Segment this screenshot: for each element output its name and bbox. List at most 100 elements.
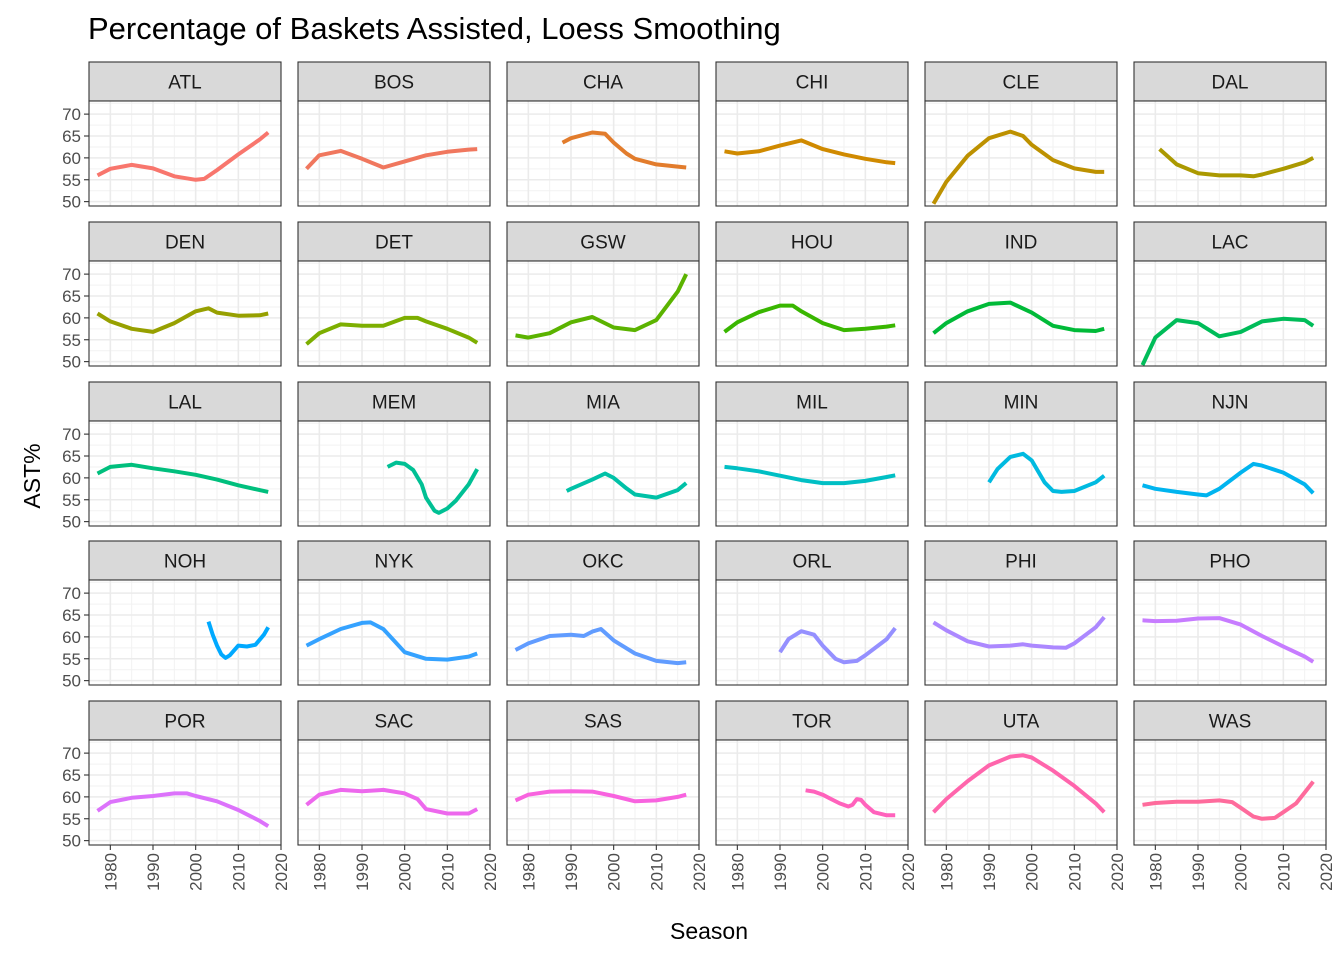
facet-panel-sac: SAC 1980 1990 2000 2010 2020 bbox=[297, 700, 500, 891]
facet-strip bbox=[715, 221, 909, 262]
facet-strip bbox=[297, 700, 491, 741]
series-line-pho bbox=[1142, 616, 1315, 664]
series-line-den bbox=[96, 306, 269, 334]
facet-strip-label: TOR bbox=[792, 712, 832, 733]
x-tick-label: 1990 bbox=[562, 853, 581, 891]
facet-strip-label: SAC bbox=[374, 712, 413, 733]
x-tick-label: 2010 bbox=[856, 853, 875, 891]
x-tick-label: 2010 bbox=[1274, 853, 1293, 891]
panel-border bbox=[715, 260, 909, 367]
facet-panel-den: DEN 50 55 60 65 70 bbox=[62, 221, 282, 372]
panel-background bbox=[298, 421, 490, 526]
facet-strip-label: BOS bbox=[374, 73, 414, 94]
panel-border bbox=[88, 739, 282, 846]
x-tick-label: 2010 bbox=[438, 853, 457, 891]
y-tick-label: 65 bbox=[62, 287, 81, 306]
facet-strip-label: LAC bbox=[1212, 233, 1249, 254]
facet-strip bbox=[506, 381, 700, 422]
panel-background bbox=[925, 261, 1117, 366]
facet-panel-njn: NJN bbox=[1133, 381, 1327, 527]
y-tick-label: 50 bbox=[62, 672, 81, 691]
facet-panel-noh: NOH 50 55 60 65 70 bbox=[62, 540, 282, 691]
y-tick-label: 55 bbox=[62, 810, 81, 829]
y-tick-label: 55 bbox=[62, 171, 81, 190]
facet-strip-label: SAS bbox=[584, 712, 622, 733]
panel-border bbox=[715, 420, 909, 527]
facet-strip bbox=[1133, 381, 1327, 422]
series-line-lal bbox=[96, 462, 269, 494]
y-tick-label: 65 bbox=[62, 127, 81, 146]
panel-border bbox=[88, 260, 282, 367]
panel-background bbox=[507, 261, 699, 366]
facet-strip bbox=[1133, 540, 1327, 581]
series-line-orl bbox=[778, 626, 897, 665]
panel-border bbox=[1133, 579, 1327, 686]
facet-strip bbox=[715, 61, 909, 102]
x-axis-title: Season bbox=[670, 918, 748, 944]
facet-strip-label: PHI bbox=[1005, 552, 1037, 573]
panel-background bbox=[716, 421, 908, 526]
facet-strip bbox=[924, 700, 1118, 741]
y-tick-label: 65 bbox=[62, 606, 81, 625]
facet-panel-phi: PHI bbox=[924, 540, 1118, 686]
x-tick-label: 2020 bbox=[481, 853, 500, 891]
series-line-mia bbox=[565, 471, 688, 500]
facet-strip bbox=[506, 61, 700, 102]
x-tick-label: 1980 bbox=[728, 853, 747, 891]
facet-strip-label: UTA bbox=[1003, 712, 1040, 733]
x-tick-label: 2020 bbox=[1317, 853, 1336, 891]
panel-background bbox=[925, 421, 1117, 526]
y-tick-label: 55 bbox=[62, 491, 81, 510]
panel-border bbox=[506, 260, 700, 367]
chart-title: Percentage of Baskets Assisted, Loess Sm… bbox=[88, 11, 781, 46]
panel-border bbox=[297, 100, 491, 207]
facet-panel-pho: PHO bbox=[1133, 540, 1327, 686]
series-line-bos bbox=[305, 147, 478, 171]
series-line-was bbox=[1142, 780, 1315, 821]
facet-panel-gsw: GSW bbox=[506, 221, 700, 367]
panel-border bbox=[1133, 739, 1327, 846]
facet-panel-mil: MIL bbox=[715, 381, 909, 527]
x-tick-label: 1990 bbox=[353, 853, 372, 891]
facet-strip bbox=[715, 381, 909, 422]
facet-strip-label: PHO bbox=[1209, 552, 1250, 573]
facet-panel-det: DET bbox=[297, 221, 491, 367]
panel-border bbox=[924, 579, 1118, 686]
panel-border bbox=[1133, 420, 1327, 527]
x-tick-label: 2010 bbox=[647, 853, 666, 891]
facet-panel-okc: OKC bbox=[506, 540, 700, 686]
y-tick-label: 70 bbox=[62, 265, 81, 284]
y-axis-title: AST% bbox=[19, 443, 45, 508]
y-tick-label: 55 bbox=[62, 331, 81, 350]
panel-background bbox=[1134, 740, 1326, 845]
panel-border bbox=[506, 100, 700, 207]
panel-border bbox=[715, 100, 909, 207]
panel-border bbox=[88, 100, 282, 207]
series-line-sas bbox=[514, 789, 687, 804]
facet-panel-lal: LAL 50 55 60 65 70 bbox=[62, 381, 282, 532]
y-tick-label: 50 bbox=[62, 513, 81, 532]
facet-strip bbox=[1133, 700, 1327, 741]
facet-strip-label: NYK bbox=[374, 552, 413, 573]
panel-border bbox=[715, 739, 909, 846]
series-line-phi bbox=[932, 615, 1106, 650]
panel-border bbox=[924, 420, 1118, 527]
panel-background bbox=[1134, 421, 1326, 526]
x-tick-label: 2020 bbox=[1108, 853, 1127, 891]
y-tick-label: 50 bbox=[62, 832, 81, 851]
facet-panel-bos: BOS bbox=[297, 61, 491, 207]
panel-border bbox=[88, 579, 282, 686]
facet-panel-dal: DAL bbox=[1133, 61, 1327, 207]
series-line-det bbox=[305, 315, 479, 346]
facet-strip bbox=[924, 381, 1118, 422]
y-tick-label: 60 bbox=[62, 469, 81, 488]
y-tick-label: 50 bbox=[62, 353, 81, 372]
x-tick-label: 1990 bbox=[1189, 853, 1208, 891]
y-tick-label: 60 bbox=[62, 149, 81, 168]
panel-border bbox=[506, 739, 700, 846]
x-tick-label: 1980 bbox=[1146, 853, 1165, 891]
series-line-tor bbox=[805, 788, 896, 818]
facet-strip bbox=[924, 540, 1118, 581]
facet-strip bbox=[506, 540, 700, 581]
y-tick-label: 55 bbox=[62, 650, 81, 669]
